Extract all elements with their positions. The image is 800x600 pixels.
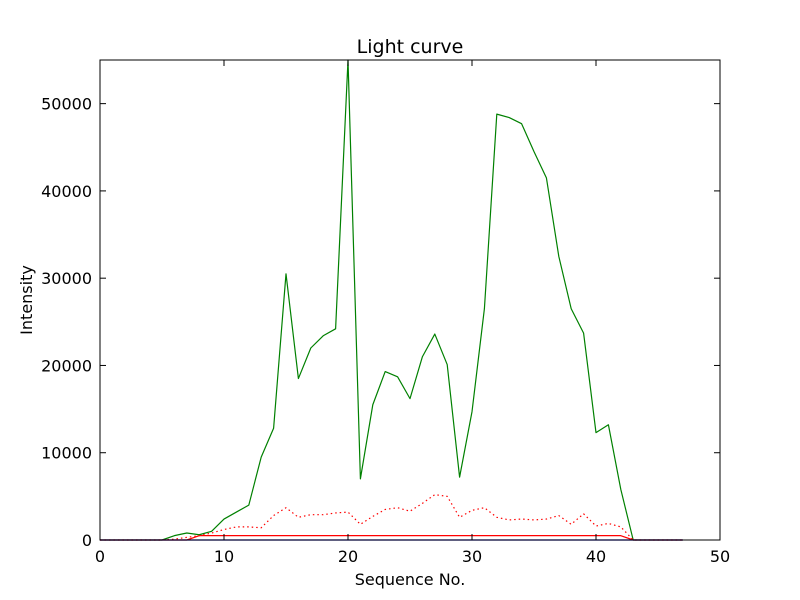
x-tick-label: 50 — [710, 547, 730, 566]
y-tick-label: 20000 — [41, 356, 92, 375]
y-tick-label: 0 — [82, 531, 92, 550]
y-tick-label: 30000 — [41, 269, 92, 288]
x-tick-label: 20 — [338, 547, 358, 566]
x-tick-label: 30 — [462, 547, 482, 566]
series-line-1 — [100, 59, 683, 541]
x-tick-label: 10 — [214, 547, 234, 566]
x-tick-label: 0 — [95, 547, 105, 566]
y-tick-label: 10000 — [41, 444, 92, 463]
x-axis-title: Sequence No. — [355, 570, 466, 589]
tick-layer: 0 10 20 30 40 50 0 10000 20000 30000 40000 50000 — [41, 60, 730, 566]
x-tick-label: 40 — [586, 547, 606, 566]
plot-background — [100, 60, 720, 540]
chart-title: Light curve — [357, 36, 464, 58]
series-line-3 — [100, 535, 683, 541]
y-tick-label: 50000 — [41, 95, 92, 114]
plot-frame — [99, 59, 721, 541]
y-tick-label: 40000 — [41, 182, 92, 201]
y-axis-title: Intensity — [17, 265, 36, 335]
